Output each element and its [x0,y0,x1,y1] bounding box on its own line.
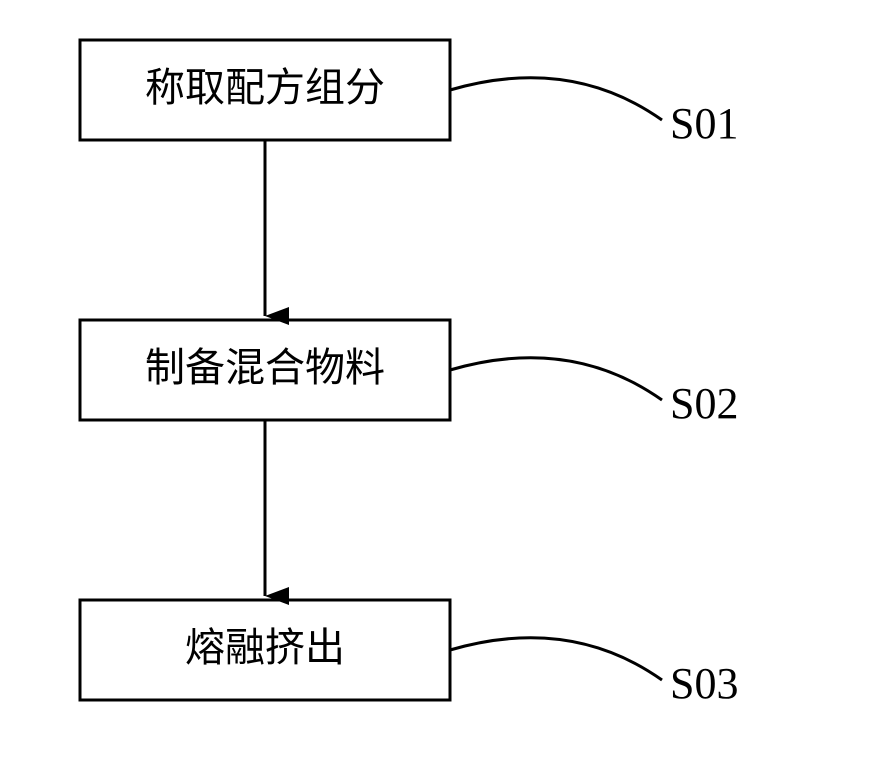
connector-s01 [450,78,662,120]
flow-node-text-s03: 熔融挤出 [185,625,345,670]
flow-node-text-s01: 称取配方组分 [145,65,385,110]
step-label-s03: S03 [670,659,738,708]
flow-node-s01: 称取配方组分 [80,40,450,140]
flow-node-s02: 制备混合物料 [80,320,450,420]
flow-node-s03: 熔融挤出 [80,600,450,700]
step-label-s01: S01 [670,99,738,148]
connector-s02 [450,358,662,400]
flow-node-text-s02: 制备混合物料 [145,345,385,390]
connector-s03 [450,638,662,680]
step-label-s02: S02 [670,379,738,428]
